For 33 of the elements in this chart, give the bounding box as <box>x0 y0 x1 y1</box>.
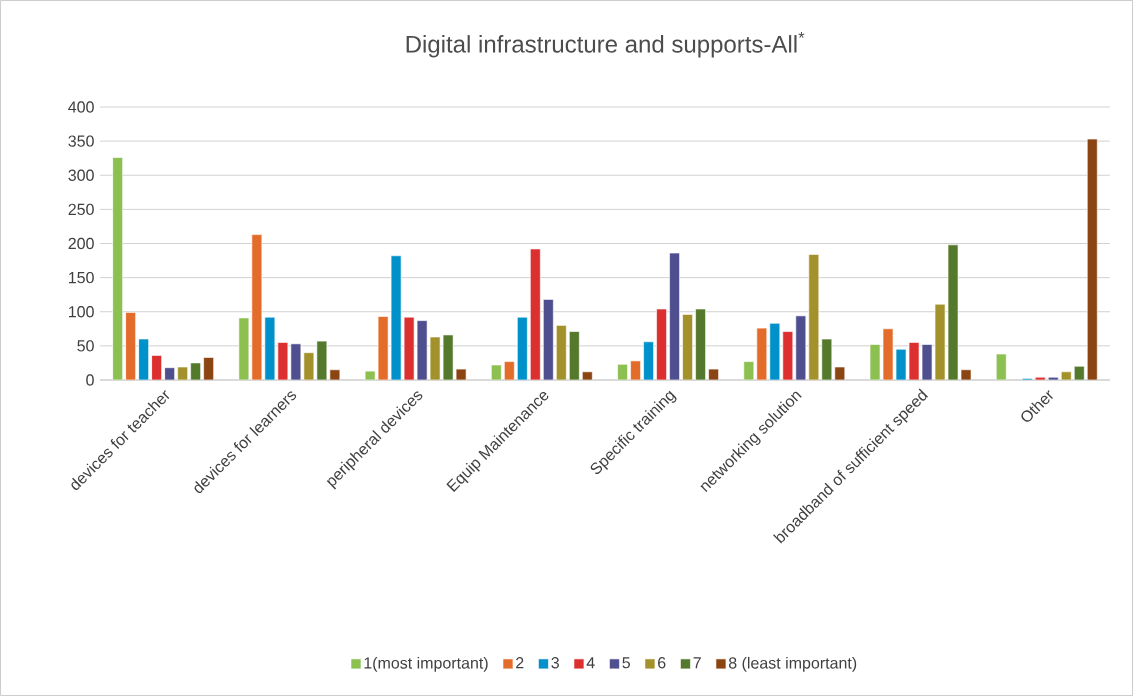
legend-label: 2 <box>516 657 524 669</box>
y-tick-label: 100 <box>69 306 94 318</box>
bar <box>1086 138 1098 380</box>
bar <box>569 331 580 380</box>
y-tick-label: 150 <box>69 271 94 284</box>
legend-label: 5 <box>622 657 630 669</box>
bar <box>1073 366 1085 380</box>
bar <box>808 254 820 380</box>
legend-label: 3 <box>551 657 559 669</box>
y-tick-label: 350 <box>68 135 94 147</box>
bar <box>821 338 833 380</box>
legend-label: 4 <box>586 657 595 669</box>
y-tick-label: 50 <box>77 340 94 352</box>
legend-label: 8 (least important) <box>728 656 857 672</box>
bar <box>695 308 706 380</box>
bar <box>556 325 567 380</box>
y-tick-label: 250 <box>68 203 94 216</box>
y-tick-label: 0 <box>86 374 94 386</box>
bar <box>682 314 693 380</box>
legend-label: 7 <box>693 657 701 669</box>
bar <box>203 357 214 380</box>
bar <box>1060 371 1072 380</box>
chart-title: Digital infrastructure and supports-All$^{*}$ <box>406 31 805 58</box>
bar <box>190 362 201 380</box>
bar <box>582 371 593 380</box>
legend-label: 1(most important) <box>364 656 488 672</box>
y-tick-label: 300 <box>68 169 94 181</box>
y-tick-label: 200 <box>68 237 94 250</box>
bar <box>834 366 846 380</box>
y-tick-label: 400 <box>68 101 94 113</box>
bar <box>177 366 188 380</box>
legend-label: 6 <box>658 657 666 669</box>
bar <box>708 368 719 380</box>
